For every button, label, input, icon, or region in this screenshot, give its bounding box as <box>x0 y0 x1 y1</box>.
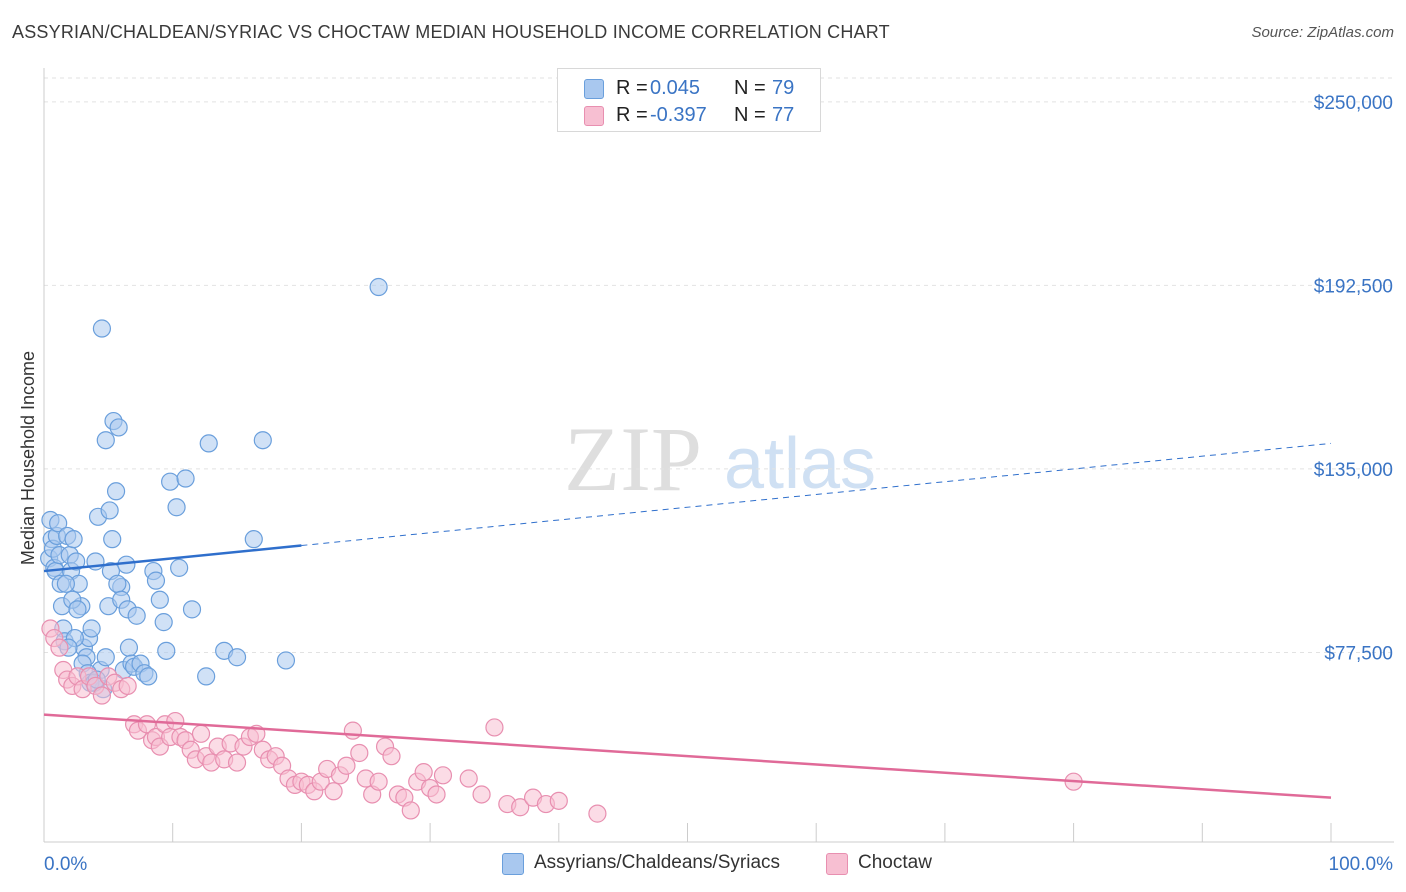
assyrian-point <box>96 648 115 667</box>
assyrian-point <box>276 651 296 670</box>
assyrian-trend-line-extension <box>301 442 1332 547</box>
assyrian-point <box>67 552 86 571</box>
assyrian-point <box>176 469 195 488</box>
assyrian-point <box>103 530 122 549</box>
watermark-zip: ZIP <box>564 408 702 510</box>
assyrian-point <box>154 613 173 632</box>
assyrian-point <box>127 606 146 625</box>
choctaw-point <box>118 676 137 696</box>
legend-n-label: N = <box>734 104 766 126</box>
source-label: Source: ZipAtlas.com <box>1251 24 1394 41</box>
choctaw-trend-line <box>43 713 1332 799</box>
choctaw-point <box>485 718 504 737</box>
legend-swatch-blue <box>584 79 604 99</box>
assyrian-point <box>161 472 180 491</box>
choctaw-point <box>343 721 362 740</box>
assyrian-trend-line <box>43 544 302 573</box>
watermark-atlas: atlas <box>724 424 876 504</box>
assyrian-point <box>197 667 216 686</box>
legend-r-value: 0.045 <box>650 77 701 99</box>
choctaw-point <box>588 804 607 823</box>
assyrian-point <box>119 638 139 657</box>
legend-r-label: R = <box>616 77 648 99</box>
assyrian-point <box>157 641 176 660</box>
legend-swatch-pink <box>584 106 604 126</box>
legend-r-label: R = <box>616 104 648 126</box>
correlation-legend: R = 0.045 N = 79 R = -0.397 N = 77 <box>557 68 821 132</box>
y-axis-title: Median Household Income <box>18 351 38 565</box>
choctaw-point <box>472 785 491 804</box>
choctaw-point <box>401 801 420 820</box>
assyrian-point <box>253 431 272 450</box>
choctaw-point <box>50 638 69 657</box>
assyrian-point <box>108 574 127 593</box>
assyrian-point <box>109 418 128 437</box>
bottom-legend-label: Choctaw <box>858 852 932 873</box>
assyrian-point <box>96 431 115 450</box>
legend-n-value: 79 <box>772 77 795 99</box>
legend-row-blue: R = 0.045 N = 79 <box>558 75 820 101</box>
choctaw-point <box>337 756 356 775</box>
assyrian-point <box>68 600 87 619</box>
choctaw-point <box>414 763 433 782</box>
y-tick-label: $250,000 <box>1314 93 1393 114</box>
assyrian-point <box>227 648 247 667</box>
choctaw-point <box>350 743 369 763</box>
choctaw-point <box>382 747 401 766</box>
choctaw-point <box>549 791 568 810</box>
assyrian-point <box>82 619 101 638</box>
assyrian-point <box>150 590 169 609</box>
assyrian-point <box>64 530 83 549</box>
bottom-legend-label: Assyrians/Chaldeans/Syriacs <box>534 852 781 873</box>
choctaw-point <box>427 785 446 804</box>
choctaw-point <box>369 772 388 791</box>
assyrian-point <box>199 434 218 453</box>
x-tick-label-max: 100.0% <box>1329 854 1394 875</box>
assyrian-point <box>139 667 158 686</box>
assyrian-point <box>106 482 126 501</box>
legend-r-value: -0.397 <box>650 104 707 126</box>
choctaw-point <box>227 753 247 772</box>
legend-n-label: N = <box>734 77 766 99</box>
choctaw-point <box>433 766 453 785</box>
y-tick-label: $135,000 <box>1314 460 1393 481</box>
assyrian-point <box>167 498 186 517</box>
assyrian-point <box>56 574 75 593</box>
choctaw-point <box>166 711 185 731</box>
assyrian-point <box>182 600 202 619</box>
assyrian-point <box>244 530 263 549</box>
bottom-legend-swatch-blue <box>502 853 524 875</box>
legend-row-pink: R = -0.397 N = 77 <box>558 102 820 128</box>
choctaw-point <box>191 724 211 743</box>
choctaw-point <box>324 782 343 801</box>
bottom-legend-swatch-pink <box>826 853 848 875</box>
x-tick-label-min: 0.0% <box>44 854 87 875</box>
choctaw-point <box>511 798 530 817</box>
assyrian-point <box>369 277 388 297</box>
assyrian-point <box>170 558 189 577</box>
assyrian-point <box>92 319 112 338</box>
chart-title: ASSYRIAN/CHALDEAN/SYRIAC VS CHOCTAW MEDI… <box>12 22 890 42</box>
assyrian-point <box>146 571 166 590</box>
y-tick-label: $77,500 <box>1324 643 1393 664</box>
legend-n-value: 77 <box>772 104 795 126</box>
assyrian-point <box>100 501 119 520</box>
y-tick-label: $192,500 <box>1314 276 1393 297</box>
assyrian-point <box>49 514 68 533</box>
choctaw-point <box>92 686 112 705</box>
choctaw-point <box>459 769 478 788</box>
